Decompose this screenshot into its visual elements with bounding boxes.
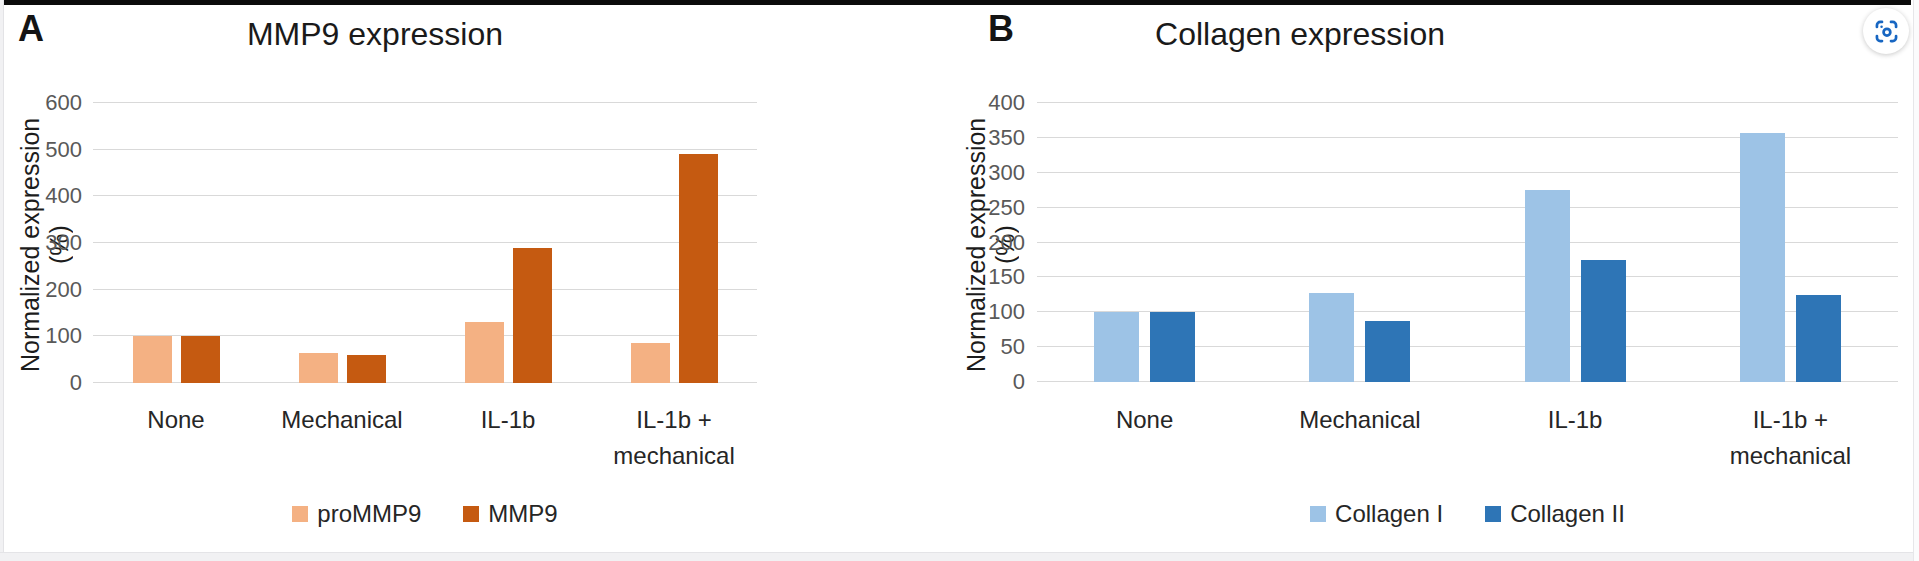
- bar-prommp9-il-1b-mechanical: [631, 343, 670, 383]
- y-tick-label: 100: [988, 301, 1025, 323]
- y-tick-label: 350: [988, 127, 1025, 149]
- bar-prommp9-none: [133, 336, 172, 383]
- bar-collagen-ii-il-1b: [1581, 260, 1626, 382]
- bar-mmp9-il-1b: [513, 248, 552, 383]
- left-border: [0, 0, 4, 561]
- bar-collagen-i-il-1b: [1525, 190, 1570, 382]
- legend-item-collagen-i: Collagen I: [1310, 500, 1443, 528]
- x-label-il-1b: IL-1b: [481, 402, 536, 474]
- x-label-il-1b-mechanical: IL-1b + mechanical: [613, 402, 734, 474]
- bar-collagen-ii-il-1b-mechanical: [1796, 295, 1841, 382]
- x-label-cell-mechanical: Mechanical: [299, 402, 386, 474]
- y-tick-label: 0: [1013, 371, 1025, 393]
- y-tick-label: 200: [45, 279, 82, 301]
- x-label-cell-none: None: [1094, 402, 1195, 474]
- y-axis-ticks-b: 050100150200250300350400: [970, 103, 1025, 382]
- x-axis-labels-a: None Mechanical IL-1b IL-1b + mechanical: [93, 402, 757, 474]
- x-axis-labels-b: None Mechanical IL-1b IL-1b + mechanical: [1037, 402, 1898, 474]
- legend-a: proMMP9 MMP9: [93, 500, 757, 528]
- legend-label-collagen-i: Collagen I: [1335, 500, 1443, 528]
- figure-screenshot: A MMP9 expression Normalized expression …: [0, 0, 1919, 561]
- legend-swatch-prommp9: [292, 506, 308, 522]
- legend-item-collagen-ii: Collagen II: [1485, 500, 1625, 528]
- right-border: [1913, 0, 1919, 561]
- bars-row-a: [93, 103, 757, 383]
- x-label-cell-il-1b: IL-1b: [1525, 402, 1626, 474]
- chart-title-a: MMP9 expression: [43, 16, 707, 53]
- bar-collagen-i-mechanical: [1309, 293, 1354, 382]
- y-tick-label: 200: [988, 232, 1025, 254]
- legend-b: Collagen I Collagen II: [1037, 500, 1898, 528]
- chart-title-b: Collagen expression: [968, 16, 1632, 53]
- plot-area-b: [1037, 103, 1898, 382]
- y-axis-ticks-a: 0100200300400500600: [30, 103, 82, 383]
- chart-panel-b: B Collagen expression Normalized express…: [870, 0, 1919, 553]
- x-label-il-1b: IL-1b: [1548, 402, 1603, 474]
- y-tick-label: 150: [988, 266, 1025, 288]
- x-label-cell-il-1b-mechanical: IL-1b + mechanical: [1740, 402, 1841, 474]
- y-tick-label: 500: [45, 139, 82, 161]
- y-tick-label: 100: [45, 325, 82, 347]
- y-tick-label: 0: [70, 372, 82, 394]
- x-label-none: None: [1116, 402, 1173, 474]
- bar-group-il-1b-mechanical: [631, 103, 718, 383]
- x-label-cell-mechanical: Mechanical: [1309, 402, 1410, 474]
- visual-search-button[interactable]: [1863, 8, 1909, 54]
- bar-collagen-i-none: [1094, 312, 1139, 382]
- legend-item-prommp9: proMMP9: [292, 500, 421, 528]
- bar-prommp9-mechanical: [299, 353, 338, 383]
- x-label-il-1b-mechanical: IL-1b + mechanical: [1730, 402, 1851, 474]
- x-label-mechanical: Mechanical: [1299, 402, 1420, 474]
- x-label-none: None: [147, 402, 204, 474]
- legend-label-mmp9: MMP9: [488, 500, 557, 528]
- y-tick-label: 600: [45, 92, 82, 114]
- bar-collagen-ii-none: [1150, 312, 1195, 382]
- bar-group-mechanical: [1309, 103, 1410, 382]
- y-tick-label: 400: [988, 92, 1025, 114]
- bar-mmp9-none: [181, 336, 220, 383]
- bar-group-none: [1094, 103, 1195, 382]
- x-label-cell-il-1b: IL-1b: [465, 402, 552, 474]
- chart-panel-a: A MMP9 expression Normalized expression …: [0, 0, 830, 553]
- bar-mmp9-il-1b-mechanical: [679, 154, 718, 383]
- bar-mmp9-mechanical: [347, 355, 386, 383]
- y-tick-label: 250: [988, 197, 1025, 219]
- bar-group-il-1b-mechanical: [1740, 103, 1841, 382]
- bars-row-b: [1037, 103, 1898, 382]
- bar-group-mechanical: [299, 103, 386, 383]
- y-tick-label: 50: [1001, 336, 1025, 358]
- plot-area-a: [93, 103, 757, 383]
- x-label-cell-none: None: [133, 402, 220, 474]
- legend-label-prommp9: proMMP9: [317, 500, 421, 528]
- bar-prommp9-il-1b: [465, 322, 504, 383]
- x-label-mechanical: Mechanical: [281, 402, 402, 474]
- legend-swatch-mmp9: [463, 506, 479, 522]
- y-tick-label: 300: [988, 162, 1025, 184]
- bar-collagen-ii-mechanical: [1365, 321, 1410, 382]
- legend-label-collagen-ii: Collagen II: [1510, 500, 1625, 528]
- legend-swatch-collagen-i: [1310, 506, 1326, 522]
- panel-letter-a: A: [18, 8, 44, 50]
- bar-group-il-1b: [465, 103, 552, 383]
- legend-item-mmp9: MMP9: [463, 500, 557, 528]
- x-label-cell-il-1b-mechanical: IL-1b + mechanical: [631, 402, 718, 474]
- bar-group-il-1b: [1525, 103, 1626, 382]
- legend-swatch-collagen-ii: [1485, 506, 1501, 522]
- bar-group-none: [133, 103, 220, 383]
- bottom-border: [0, 552, 1919, 561]
- bar-collagen-i-il-1b-mechanical: [1740, 133, 1785, 382]
- y-tick-label: 300: [45, 232, 82, 254]
- visual-search-icon: [1873, 18, 1900, 45]
- y-tick-label: 400: [45, 185, 82, 207]
